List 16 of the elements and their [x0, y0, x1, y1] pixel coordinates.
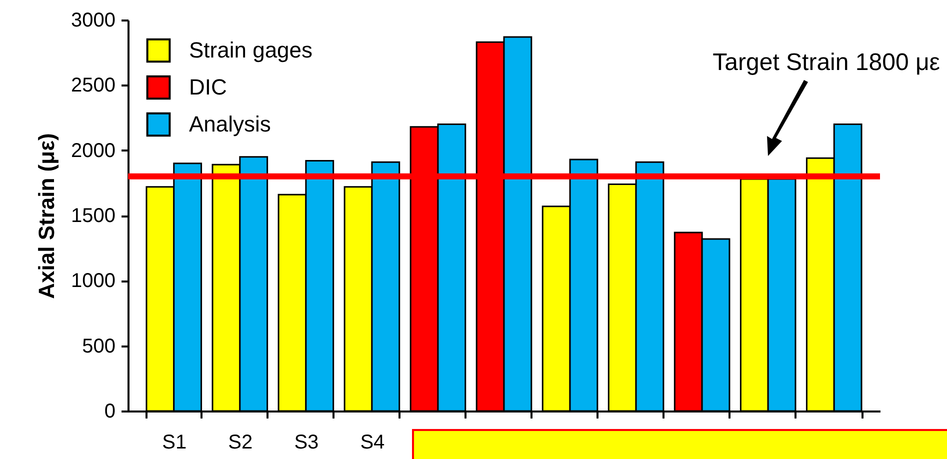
y-tick-label: 2000 — [71, 140, 116, 162]
y-tick-label: 3000 — [71, 10, 116, 32]
y-tick-label: 1000 — [71, 270, 116, 292]
x-tick-label: S2 — [228, 432, 253, 454]
x-tick-label: S4 — [360, 432, 385, 454]
y-tick-label: 500 — [82, 335, 116, 358]
annotation: Target Strain 1800 με — [712, 49, 940, 76]
y-tick-label: 2500 — [71, 74, 116, 97]
legend-label: Analysis — [189, 112, 271, 136]
y-axis-title: Axial Strain (με) — [34, 133, 60, 299]
x-tick-label: S1 — [162, 432, 187, 454]
x-tick-label: S3 — [294, 432, 319, 454]
y-tick-label: 1500 — [71, 205, 116, 227]
y-tick-label: 0 — [104, 400, 116, 422]
legend-label: DIC — [189, 74, 227, 100]
legend-label: Strain gages — [189, 38, 313, 62]
